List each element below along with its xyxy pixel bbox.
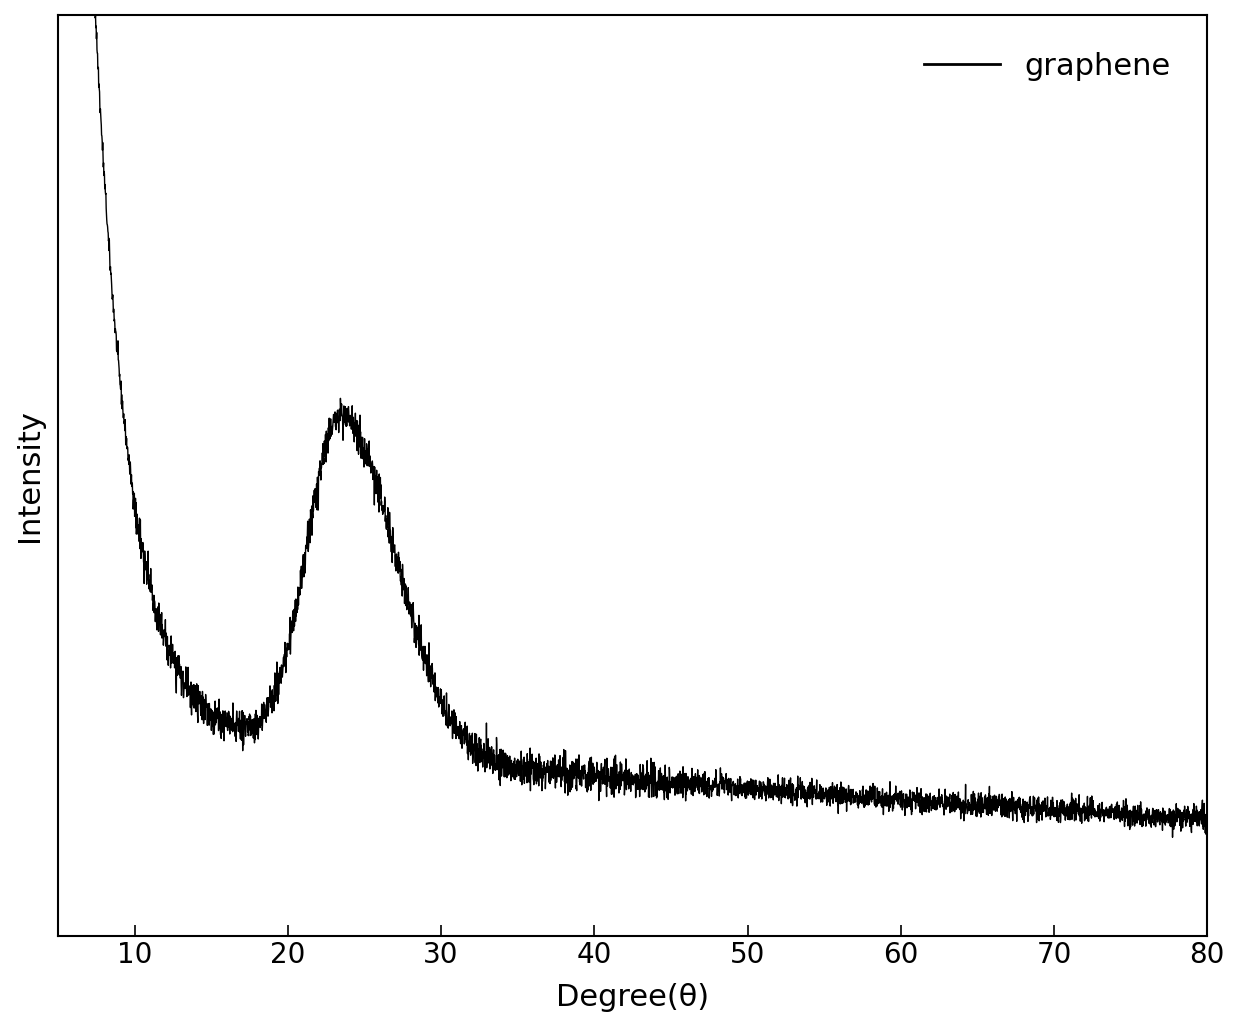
Y-axis label: Intensity: Intensity	[15, 409, 43, 542]
Legend: graphene: graphene	[911, 39, 1183, 92]
X-axis label: Degree(θ): Degree(θ)	[556, 983, 709, 1012]
